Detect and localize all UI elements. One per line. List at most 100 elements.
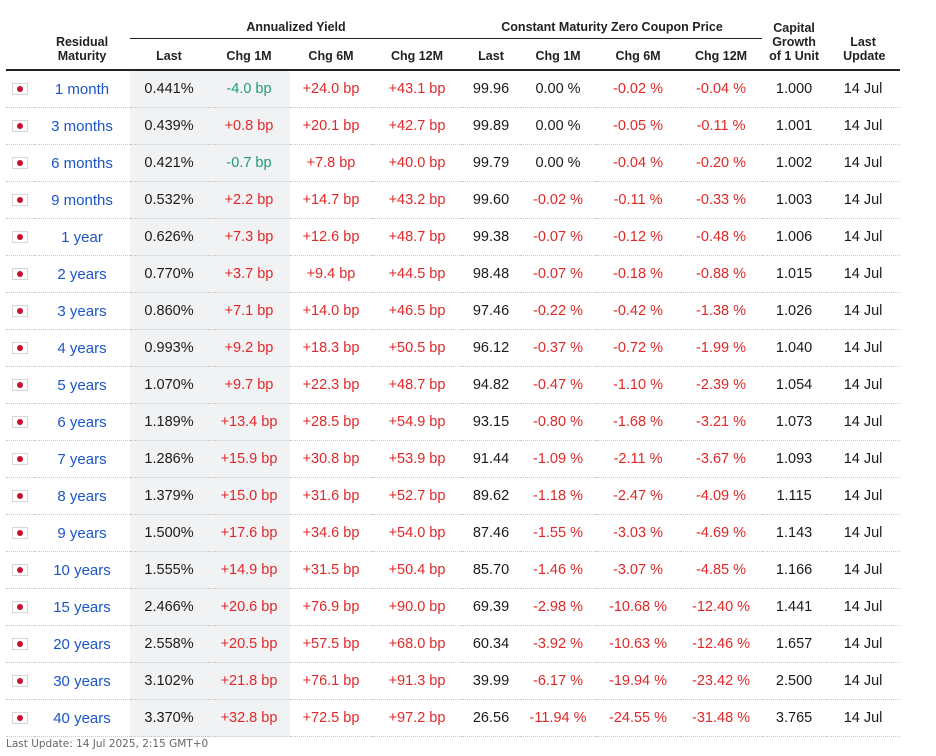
maturity-link[interactable]: 30 years xyxy=(53,672,111,690)
price-chg-1m-cell: -0.07 % xyxy=(520,218,597,256)
yield-chg-1m-cell: +14.9 bp xyxy=(208,551,290,589)
maturity-link[interactable]: 6 years xyxy=(57,413,107,431)
yield-chg-12m-cell: +97.2 bp xyxy=(372,699,463,737)
zero-coupon-price-group-label: Constant Maturity Zero Coupon Price xyxy=(501,20,723,34)
maturity-cell: 6 months xyxy=(34,144,130,182)
residual-maturity-header: Residual Maturity xyxy=(34,10,130,71)
yield-chg-12m-cell: +91.3 bp xyxy=(372,662,463,700)
last-update-cell: 14 Jul xyxy=(826,662,901,700)
yield-chg-12m-cell: +40.0 bp xyxy=(372,144,463,182)
maturity-cell: 4 years xyxy=(34,329,130,367)
table-row: 10 years 1.555% +14.9 bp +31.5 bp +50.4 bp 85… xyxy=(6,551,901,589)
price-chg-1m-cell: -1.18 % xyxy=(520,477,597,515)
maturity-cell: 9 months xyxy=(34,181,130,219)
maturity-link[interactable]: 5 years xyxy=(57,376,107,394)
yield-chg-1m-cell: +15.9 bp xyxy=(208,440,290,478)
yield-chg-6m-cell: +72.5 bp xyxy=(290,699,372,737)
japan-flag-icon xyxy=(12,268,28,281)
yield-chg-1m-cell: +7.1 bp xyxy=(208,292,290,330)
table-body: 1 month 0.441% -4.0 bp +24.0 bp +43.1 bp 99.9… xyxy=(6,70,901,737)
flag-cell xyxy=(6,107,34,145)
maturity-cell: 3 months xyxy=(34,107,130,145)
yield-table: Residual Maturity Annualized Yield Const… xyxy=(6,10,901,737)
yield-chg-1m-cell: +3.7 bp xyxy=(208,255,290,293)
maturity-link[interactable]: 4 years xyxy=(57,339,107,357)
header-column-row: Last Chg 1M Chg 6M Chg 12M Last Chg 1M C… xyxy=(6,38,900,71)
maturity-link[interactable]: 1 month xyxy=(54,80,110,98)
yield-chg-1m-cell: +20.5 bp xyxy=(208,625,290,663)
maturity-link[interactable]: 8 years xyxy=(57,487,107,505)
table-row: 6 years 1.189% +13.4 bp +28.5 bp +54.9 bp 93.… xyxy=(6,403,901,441)
flag-cell xyxy=(6,477,34,515)
yield-chg-6m-cell: +18.3 bp xyxy=(290,329,372,367)
table-row: 9 months 0.532% +2.2 bp +14.7 bp +43.2 bp 99.… xyxy=(6,181,901,219)
yield-chg-12m-cell: +68.0 bp xyxy=(372,625,463,663)
capital-growth-cell: 1.006 xyxy=(762,218,827,256)
price-chg-1m-cell: 0.00 % xyxy=(520,70,597,108)
price-last-cell: 98.48 xyxy=(462,255,521,293)
maturity-link[interactable]: 6 months xyxy=(51,154,113,172)
price-chg-1m-header: Chg 1M xyxy=(520,38,597,71)
japan-flag-icon xyxy=(12,712,28,725)
price-last-cell: 39.99 xyxy=(462,662,521,700)
maturity-link[interactable]: 9 years xyxy=(57,524,107,542)
capital-growth-cell: 1.657 xyxy=(762,625,827,663)
table-row: 3 years 0.860% +7.1 bp +14.0 bp +46.5 bp 97.4… xyxy=(6,292,901,330)
japan-flag-icon xyxy=(12,157,28,170)
table-row: 7 years 1.286% +15.9 bp +30.8 bp +53.9 bp 91.… xyxy=(6,440,901,478)
maturity-cell: 1 year xyxy=(34,218,130,256)
table-row: 4 years 0.993% +9.2 bp +18.3 bp +50.5 bp 96.1… xyxy=(6,329,901,367)
yield-last-cell: 0.532% xyxy=(130,181,208,219)
price-last-cell: 26.56 xyxy=(462,699,521,737)
price-chg-12m-cell: -2.39 % xyxy=(680,366,763,404)
price-chg-6m-cell: -0.04 % xyxy=(596,144,681,182)
price-chg-12m-cell: -4.85 % xyxy=(680,551,763,589)
maturity-link[interactable]: 2 years xyxy=(57,265,107,283)
maturity-link[interactable]: 20 years xyxy=(53,635,111,653)
price-last-cell: 60.34 xyxy=(462,625,521,663)
maturity-link[interactable]: 3 months xyxy=(51,117,113,135)
price-chg-6m-cell: -10.68 % xyxy=(596,588,681,626)
flag-cell xyxy=(6,70,34,108)
maturity-cell: 5 years xyxy=(34,366,130,404)
last-update-cell: 14 Jul xyxy=(826,70,901,108)
yield-last-cell: 2.466% xyxy=(130,588,208,626)
price-last-header: Last xyxy=(462,38,521,71)
flag-cell xyxy=(6,699,34,737)
japan-flag-icon xyxy=(12,675,28,688)
maturity-link[interactable]: 7 years xyxy=(57,450,107,468)
yield-chg-6m-cell: +22.3 bp xyxy=(290,366,372,404)
japan-flag-icon xyxy=(12,416,28,429)
yield-chg-6m-cell: +20.1 bp xyxy=(290,107,372,145)
yield-last-cell: 3.102% xyxy=(130,662,208,700)
price-chg-6m-cell: -2.11 % xyxy=(596,440,681,478)
yield-last-cell: 1.379% xyxy=(130,477,208,515)
price-chg-1m-cell: -0.02 % xyxy=(520,181,597,219)
yield-chg-6m-cell: +9.4 bp xyxy=(290,255,372,293)
flag-cell xyxy=(6,366,34,404)
yield-last-cell: 1.070% xyxy=(130,366,208,404)
yield-chg-1m-cell: +0.8 bp xyxy=(208,107,290,145)
flag-cell xyxy=(6,329,34,367)
yield-chg-1m-cell: +9.2 bp xyxy=(208,329,290,367)
price-chg-12m-cell: -3.67 % xyxy=(680,440,763,478)
price-last-cell: 87.46 xyxy=(462,514,521,552)
maturity-link[interactable]: 9 months xyxy=(51,191,113,209)
table-row: 40 years 3.370% +32.8 bp +72.5 bp +97.2 bp 26… xyxy=(6,699,901,737)
yield-chg-12m-cell: +48.7 bp xyxy=(372,366,463,404)
japan-flag-icon xyxy=(12,305,28,318)
price-last-cell: 93.15 xyxy=(462,403,521,441)
maturity-link[interactable]: 1 year xyxy=(61,228,103,246)
annualized-yield-group-header: Annualized Yield xyxy=(130,10,463,39)
price-chg-12m-cell: -31.48 % xyxy=(680,699,763,737)
yield-chg-1m-cell: +20.6 bp xyxy=(208,588,290,626)
yield-chg-12m-cell: +90.0 bp xyxy=(372,588,463,626)
price-last-cell: 69.39 xyxy=(462,588,521,626)
price-chg-1m-cell: -0.47 % xyxy=(520,366,597,404)
maturity-link[interactable]: 3 years xyxy=(57,302,107,320)
maturity-link[interactable]: 40 years xyxy=(53,709,111,727)
price-last-cell: 99.89 xyxy=(462,107,521,145)
maturity-cell: 1 month xyxy=(34,70,130,108)
maturity-link[interactable]: 10 years xyxy=(53,561,111,579)
maturity-link[interactable]: 15 years xyxy=(53,598,111,616)
